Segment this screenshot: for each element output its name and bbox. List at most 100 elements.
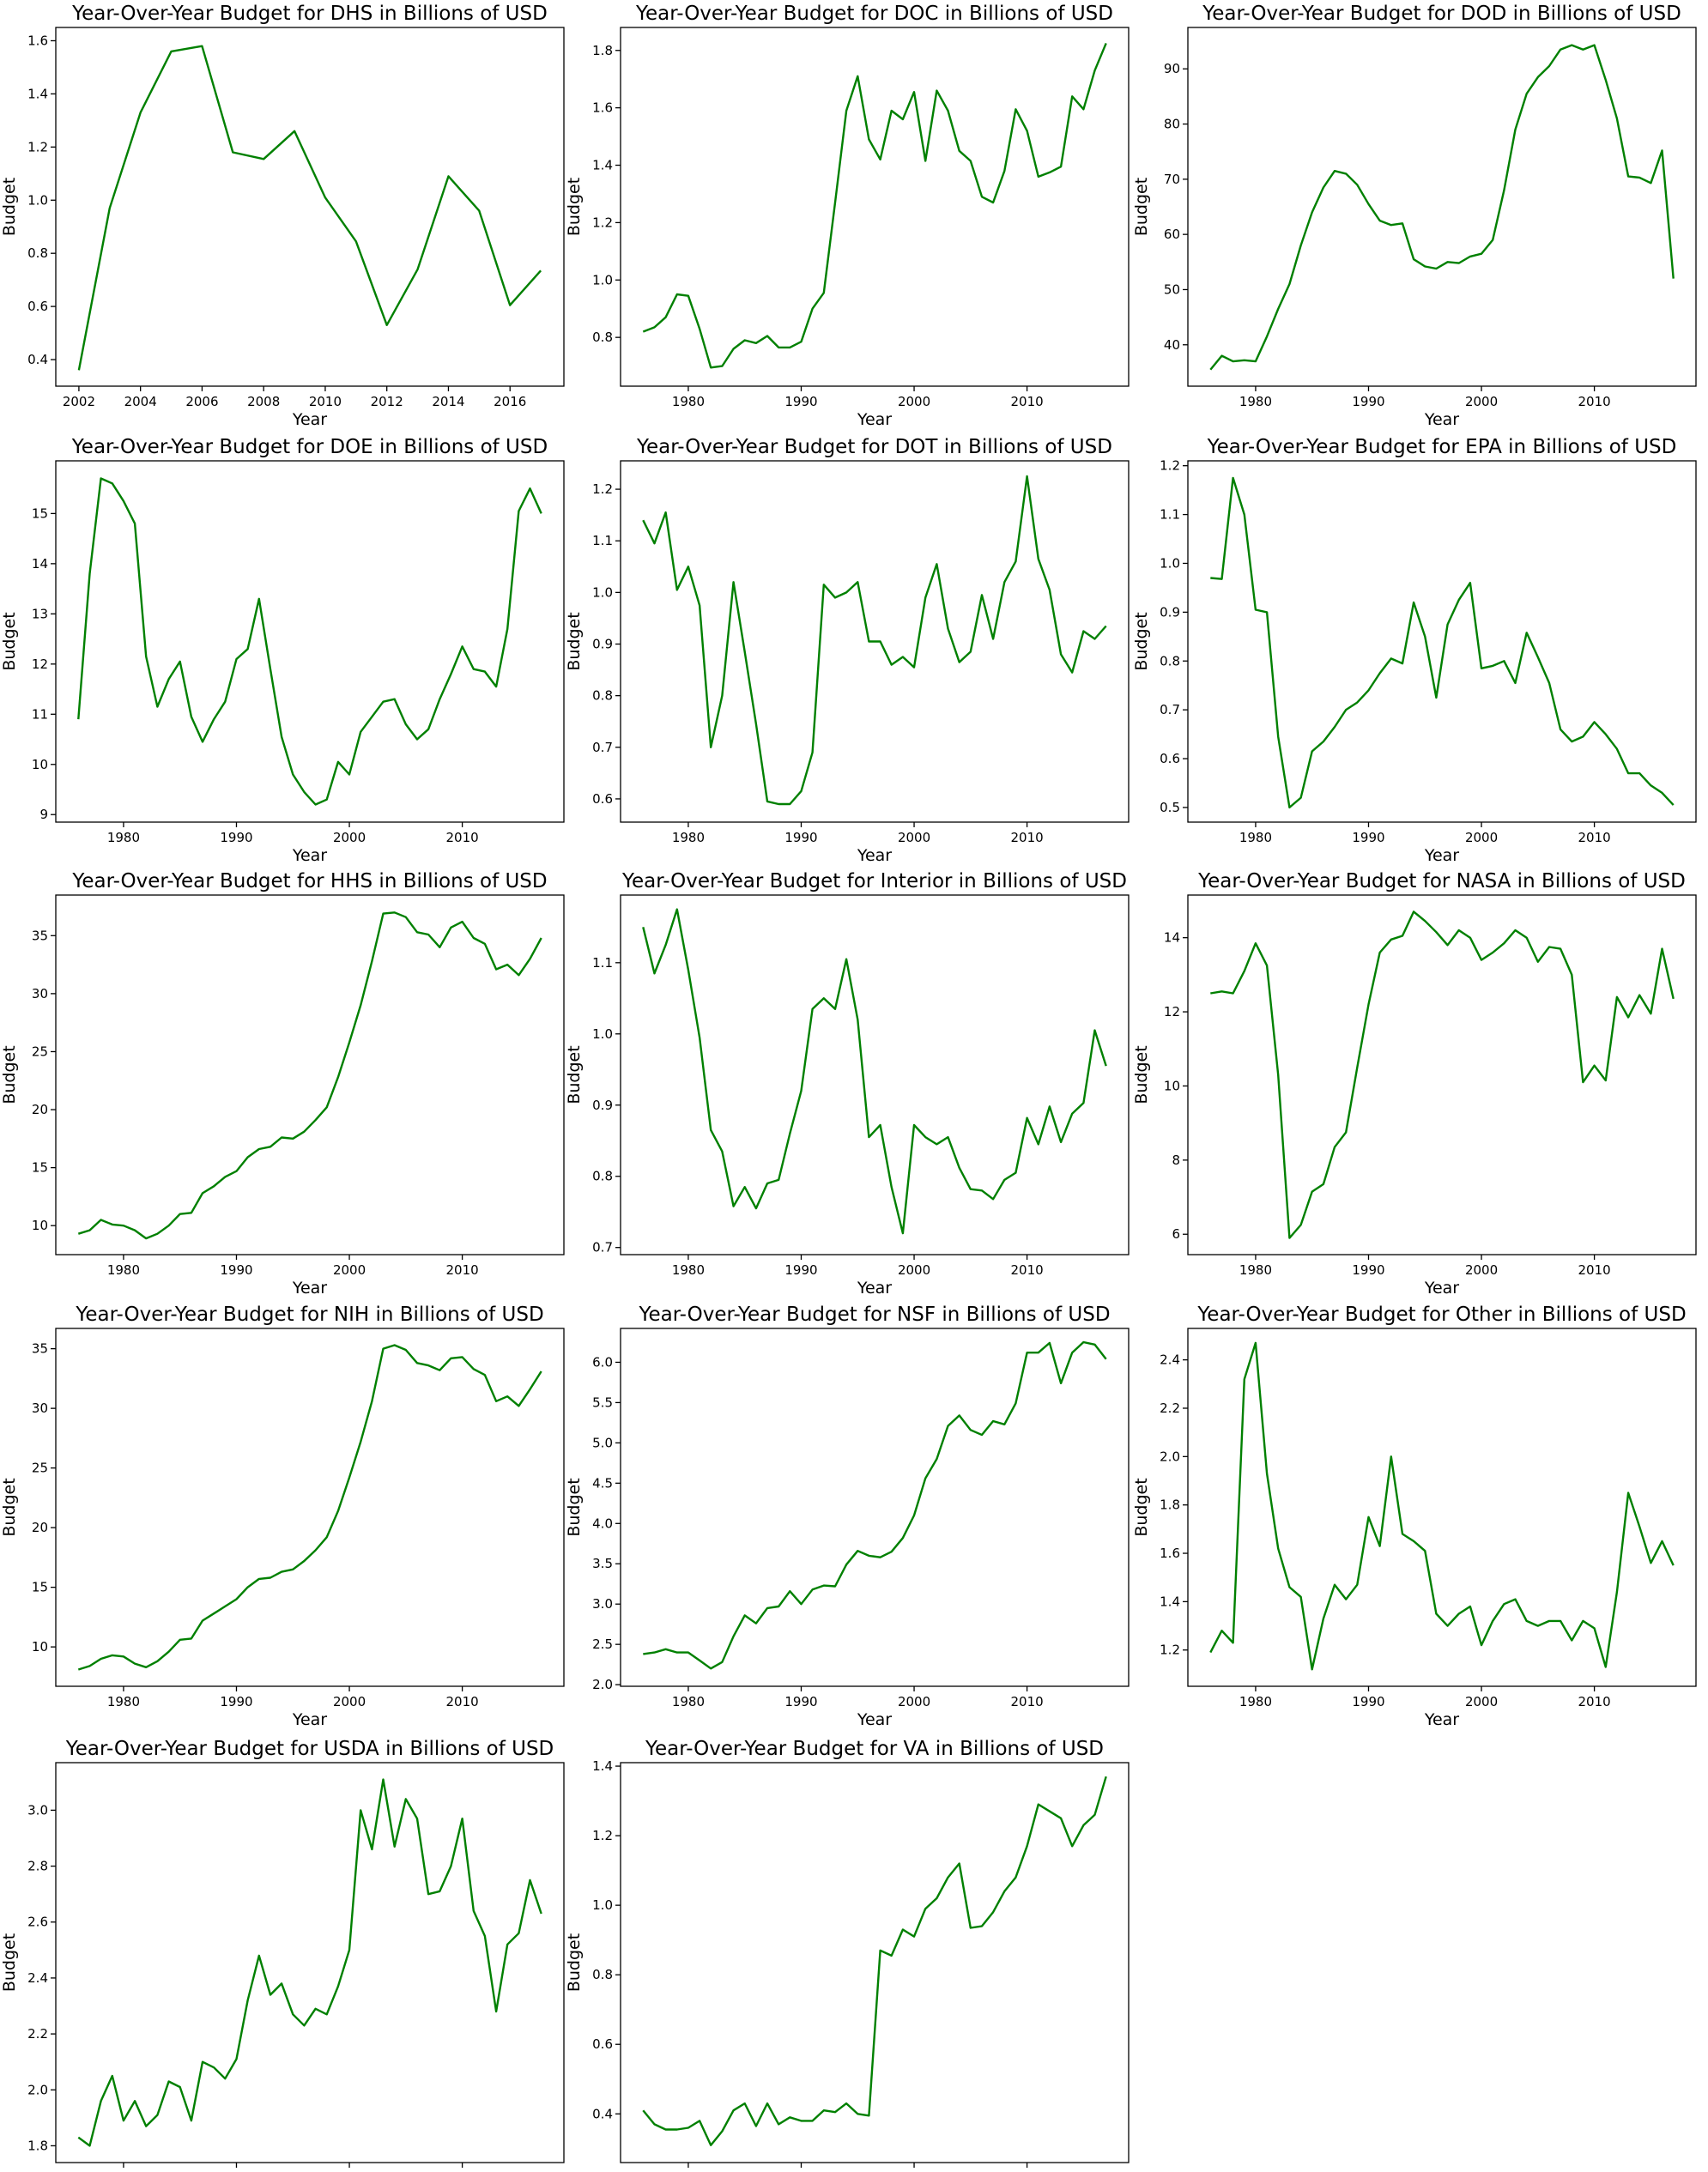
data-point	[1526, 93, 1528, 94]
x-tick-label: 2010	[1578, 1694, 1611, 1709]
x-tick-label: 1980	[672, 830, 705, 845]
data-point	[1458, 262, 1460, 263]
x-tick-label: 2008	[247, 394, 280, 409]
data-point	[1015, 108, 1016, 110]
data-point	[77, 1668, 79, 1670]
data-point	[1378, 952, 1380, 953]
data-point	[294, 130, 295, 132]
data-point	[800, 1603, 802, 1605]
chart-title: Year-Over-Year Budget for DOD in Billion…	[1202, 3, 1681, 25]
data-point	[439, 947, 440, 948]
data-point	[789, 1133, 790, 1134]
data-point	[642, 330, 644, 332]
data-point	[232, 151, 233, 153]
data-point	[134, 1229, 136, 1231]
data-point	[744, 2102, 746, 2104]
data-point	[981, 196, 983, 197]
plot-frame	[620, 27, 1130, 387]
data-point	[1514, 1598, 1516, 1600]
plot-frame	[620, 894, 1130, 1255]
y-tick-label: 2.0	[592, 1677, 613, 1692]
data-point	[509, 304, 511, 306]
data-point	[246, 648, 248, 650]
data-point	[405, 723, 407, 725]
y-tick-label: 80	[1164, 117, 1180, 132]
y-tick-label: 30	[32, 1401, 48, 1416]
data-point	[1367, 1516, 1369, 1518]
data-point	[134, 1662, 136, 1664]
data-point	[1390, 657, 1392, 659]
data-point	[891, 1551, 893, 1552]
y-tick-label: 2.6	[27, 1915, 48, 1930]
data-point	[721, 1151, 723, 1153]
data-point	[156, 705, 158, 707]
data-point	[1526, 937, 1528, 939]
y-tick-label: 3.0	[27, 1802, 48, 1818]
data-point	[902, 1537, 904, 1539]
data-point	[348, 773, 350, 775]
y-tick-label: 20	[32, 1102, 48, 1117]
y-axis-label: Budget	[1132, 612, 1151, 670]
y-tick-label: 60	[1164, 227, 1180, 242]
data-point	[789, 2116, 790, 2118]
data-point	[405, 1349, 407, 1351]
y-tick-label: 2.8	[27, 1859, 48, 1874]
data-point	[314, 803, 316, 805]
data-point	[270, 1994, 271, 1995]
x-tick-label: 1980	[672, 2170, 705, 2172]
y-tick-label: 1.2	[592, 481, 613, 497]
data-point	[416, 1362, 418, 1364]
data-point	[1537, 76, 1539, 78]
data-point	[1311, 1190, 1313, 1192]
data-point	[1650, 1562, 1651, 1564]
x-tick-label: 2000	[333, 830, 366, 845]
data-point	[1537, 656, 1539, 658]
x-tick-label: 2012	[371, 394, 403, 409]
data-point	[1220, 990, 1222, 992]
y-tick-label: 13	[32, 606, 48, 621]
chart-panel: Year-Over-Year Budget for VA in Billions…	[565, 1738, 1130, 2172]
data-point	[1367, 203, 1369, 205]
data-point	[664, 511, 666, 513]
data-point	[292, 773, 294, 775]
x-tick-label: 1980	[1239, 1262, 1272, 1278]
data-point	[1605, 79, 1607, 81]
data-point	[857, 2113, 858, 2115]
data-point	[224, 1606, 226, 1607]
x-tick-label: 1990	[784, 2170, 817, 2172]
y-tick-label: 3.0	[592, 1596, 613, 1612]
y-tick-label: 0.4	[592, 2106, 613, 2121]
data-point	[970, 1927, 972, 1928]
data-point	[1537, 1624, 1539, 1626]
data-point	[800, 1090, 802, 1092]
y-tick-label: 2.0	[27, 2082, 48, 2097]
data-point	[823, 292, 825, 293]
data-point	[518, 1933, 519, 1934]
data-point	[394, 911, 396, 913]
data-point	[1288, 283, 1290, 285]
data-point	[1060, 1382, 1062, 1384]
data-point	[1232, 477, 1233, 479]
data-point	[303, 1560, 305, 1562]
y-tick-label: 1.4	[1160, 1594, 1180, 1609]
data-point	[1458, 599, 1460, 601]
data-point	[1220, 578, 1222, 580]
data-point	[1038, 1352, 1039, 1353]
x-tick-label: 1990	[220, 1262, 252, 1278]
y-tick-label: 0.8	[592, 1967, 613, 1982]
data-point	[1093, 70, 1095, 71]
data-point	[1334, 1147, 1336, 1148]
data-point	[484, 670, 486, 672]
chart-panel: Year-Over-Year Budget for HHS in Billion…	[0, 870, 565, 1298]
y-tick-label: 15	[32, 1580, 48, 1595]
data-point	[766, 801, 768, 802]
data-point	[1616, 118, 1618, 119]
data-point	[1334, 170, 1336, 172]
data-point	[1537, 961, 1539, 963]
data-point	[710, 366, 712, 368]
data-point	[1526, 1620, 1528, 1622]
data-point	[687, 2127, 689, 2128]
y-tick-label: 0.7	[592, 740, 613, 755]
data-point	[506, 1944, 508, 1945]
data-point	[1071, 671, 1073, 673]
